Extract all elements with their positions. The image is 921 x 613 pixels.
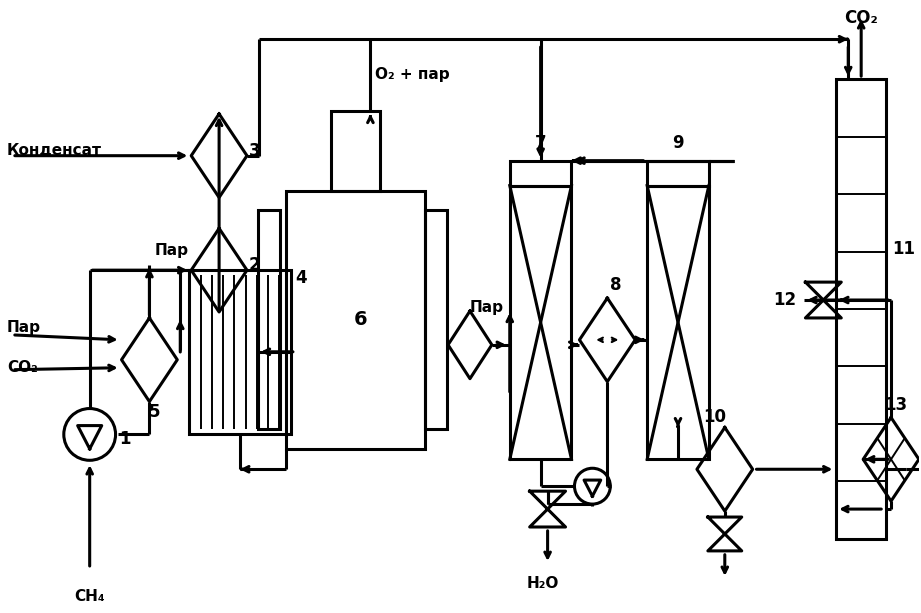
Bar xyxy=(258,210,280,430)
Bar xyxy=(426,210,447,430)
Text: CH₄: CH₄ xyxy=(75,588,105,604)
Text: 8: 8 xyxy=(610,276,621,294)
Bar xyxy=(510,161,572,186)
Text: 2: 2 xyxy=(249,256,261,274)
Text: 6: 6 xyxy=(354,310,367,329)
Bar xyxy=(647,161,709,186)
Bar xyxy=(286,191,426,449)
Bar xyxy=(836,79,886,539)
Text: 1: 1 xyxy=(120,430,131,448)
Text: Пар: Пар xyxy=(470,300,504,316)
Polygon shape xyxy=(806,282,841,318)
Bar xyxy=(331,111,380,191)
Text: 3: 3 xyxy=(249,142,261,160)
Bar xyxy=(189,270,291,435)
Text: 10: 10 xyxy=(704,408,727,427)
Bar xyxy=(510,186,572,459)
Text: H₂O: H₂O xyxy=(527,576,559,591)
Text: 5: 5 xyxy=(148,403,160,421)
Text: 13: 13 xyxy=(884,395,907,414)
Polygon shape xyxy=(530,491,565,527)
Polygon shape xyxy=(708,517,741,551)
Text: 11: 11 xyxy=(892,240,915,258)
Text: 4: 4 xyxy=(296,269,308,287)
Polygon shape xyxy=(530,491,565,527)
Text: 12: 12 xyxy=(774,291,797,309)
Polygon shape xyxy=(806,282,841,318)
Text: CO₂: CO₂ xyxy=(7,360,38,375)
Text: 9: 9 xyxy=(672,134,683,152)
Text: O₂ + пар: O₂ + пар xyxy=(376,67,450,82)
Text: Пар: Пар xyxy=(155,243,189,257)
Text: Пар: Пар xyxy=(7,321,41,335)
Text: CO₂: CO₂ xyxy=(845,9,878,28)
Bar xyxy=(647,186,709,459)
Polygon shape xyxy=(708,517,741,551)
Text: 7: 7 xyxy=(535,134,546,152)
Text: Конденсат: Конденсат xyxy=(7,143,102,158)
